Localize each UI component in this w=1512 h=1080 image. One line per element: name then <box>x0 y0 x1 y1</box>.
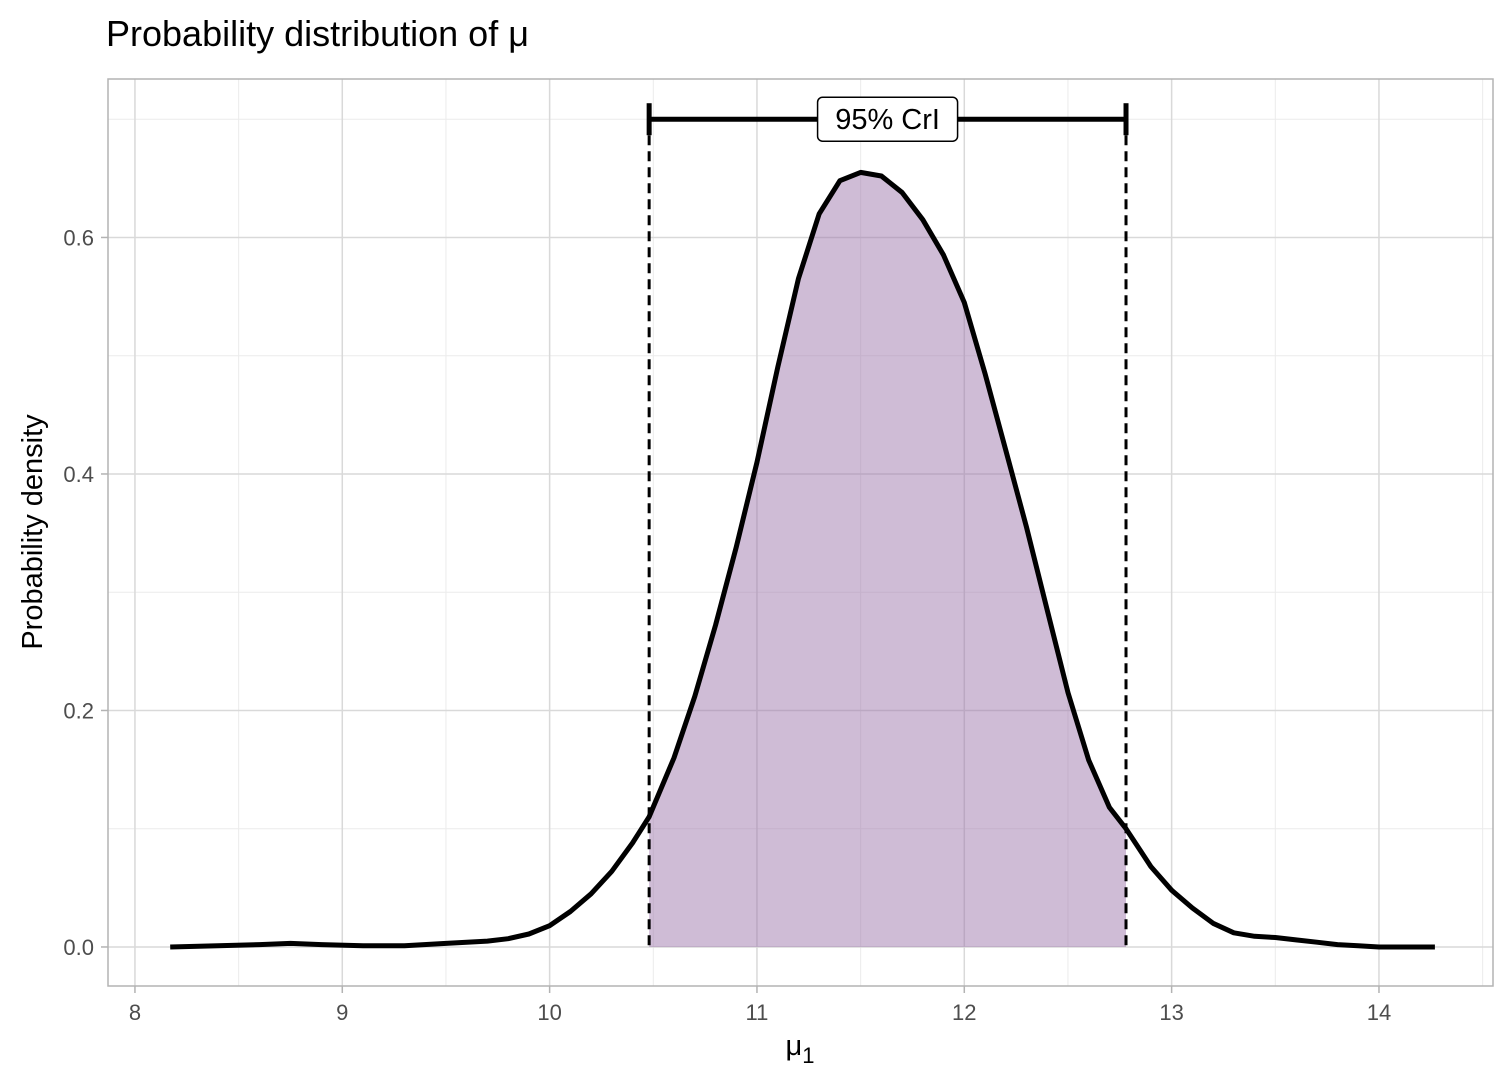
x-tick-label: 10 <box>537 1000 561 1025</box>
y-axis-title: Probability density <box>17 414 49 650</box>
x-tick-label: 11 <box>746 1000 769 1025</box>
y-axis-ticks: 0.0 0.2 0.4 0.6 <box>63 225 108 960</box>
y-tick-label: 0.0 <box>63 935 94 960</box>
x-tick-label: 13 <box>1159 1000 1183 1025</box>
plot-panel-background <box>108 79 1493 986</box>
ci-label-box <box>816 96 959 142</box>
y-tick-label: 0.2 <box>63 698 94 723</box>
credible-interval-shaded-area <box>649 172 1127 947</box>
x-axis-title: μ1 <box>786 1030 815 1068</box>
ci-label: 95% CrI <box>835 104 940 136</box>
plot-panel-border <box>107 78 1494 987</box>
x-tick-label: 14 <box>1367 1000 1391 1025</box>
y-tick-label: 0.6 <box>63 225 94 250</box>
x-axis-ticks: 8 9 10 11 12 13 14 <box>129 986 1391 1025</box>
x-tick-label: 9 <box>336 1000 348 1025</box>
grid-major <box>108 79 1493 986</box>
x-tick-label: 12 <box>952 1000 976 1025</box>
y-tick-label: 0.4 <box>63 462 94 487</box>
density-curve <box>170 169 1435 950</box>
x-tick-label: 8 <box>129 1000 141 1025</box>
chart-title: Probability distribution of μ <box>106 13 529 54</box>
